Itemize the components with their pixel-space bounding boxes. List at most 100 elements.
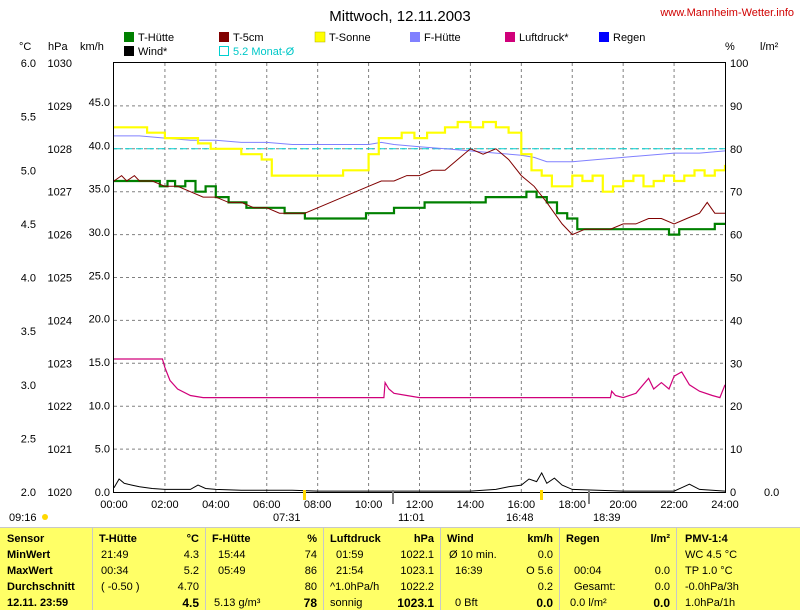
legend-label-t-5cm: T-5cm <box>233 32 264 44</box>
series-line-f-h-tte <box>114 135 726 163</box>
pmv-trend-3h: -0.0hPa/3h <box>685 581 739 593</box>
tick-label-temp: 2.5 <box>21 433 36 445</box>
marker-1648-label: 16:48 <box>506 512 534 524</box>
tick-label-time: 12:00 <box>406 499 434 511</box>
stats-col-wind: Wind km/h Ø 10 min. 0.0 16:39 O 5.6 0.2 0 B… <box>440 528 559 610</box>
tick-label-hpa: 1028 <box>48 144 72 156</box>
regen-unit: l/m² <box>650 533 670 545</box>
tick-label-hpa: 1022 <box>48 401 72 413</box>
tick-label-kmh: 15.0 <box>89 357 110 369</box>
tick-label-time: 24:00 <box>711 499 739 511</box>
legend-label-luftdruck: Luftdruck* <box>519 32 569 44</box>
regen-current-value: 0.0 <box>653 596 670 610</box>
wind-avg-value: 0.2 <box>537 581 553 593</box>
legend-label-wind: Wind* <box>138 46 168 58</box>
wind-beaufort: 0 Bft <box>455 597 478 609</box>
t-huette-max-value: 5.2 <box>183 565 199 577</box>
stats-header-sensor: Sensor <box>7 533 45 545</box>
tick-label-pct: 70 <box>730 187 742 199</box>
unit-percent: % <box>725 41 735 53</box>
tick-label-time: 14:00 <box>457 499 485 511</box>
tick-label-hpa: 1025 <box>48 273 72 285</box>
stats-col-f-huette: F-Hütte% 15:44 74 05:49 86 80 5.13 g/m³ 78 <box>205 528 323 610</box>
f-huette-unit: % <box>307 533 317 545</box>
f-huette-max-value: 86 <box>304 565 317 577</box>
tick-label-pct: 30 <box>730 358 742 370</box>
legend-swatch-t-5cm <box>219 32 229 42</box>
stats-col-sensor: Sensor MinWert MaxWert Durchschnitt 12.1… <box>0 528 92 610</box>
luftdruck-header: Luftdruck <box>330 533 381 545</box>
marker-0731-label: 07:31 <box>273 512 301 524</box>
tick-label-time: 04:00 <box>202 499 230 511</box>
luftdruck-trend: ^1.0hPa/h <box>330 581 380 593</box>
tick-label-time: 20:00 <box>609 499 637 511</box>
tick-label-pct: 40 <box>730 315 742 327</box>
tick-label-hpa: 1027 <box>48 187 72 199</box>
tick-label-hpa: 1024 <box>48 315 72 327</box>
site-link[interactable]: www.Mannheim-Wetter.info <box>659 7 794 19</box>
marker-bar-1648 <box>540 490 543 500</box>
luftdruck-min-time: 01:59 <box>336 549 364 561</box>
tick-label-pct: 50 <box>730 273 742 285</box>
luftdruck-unit: hPa <box>413 533 434 545</box>
tick-labels: 6.05.55.04.54.03.53.02.52.01030102910281… <box>21 58 780 511</box>
tick-label-pct: 20 <box>730 401 742 413</box>
row-label-min: MinWert <box>7 549 51 561</box>
luftdruck-avg-value: 1022.2 <box>400 581 434 593</box>
series-line-t-sonne <box>114 120 727 193</box>
tick-label-temp: 5.5 <box>21 112 36 124</box>
tick-label-pct: 100 <box>730 58 748 70</box>
legend: T-Hütte T-5cm T-Sonne F-Hütte Luftdruck*… <box>124 31 645 58</box>
stats-col-t-huette: T-Hütte °C 21:49 4.3 00:34 5.2 ( -0.50 ) 4.7… <box>92 528 205 610</box>
tick-label-hpa: 1021 <box>48 444 72 456</box>
tick-label-hpa: 1020 <box>48 487 72 499</box>
stats-col-regen: Regen l/m² 00:04 0.0 Gesamt: 0.0 0.0 l/m² 0.… <box>559 528 676 610</box>
tick-label-kmh: 0.0 <box>95 487 110 499</box>
sun-icon <box>42 514 48 520</box>
tick-label-hpa: 1030 <box>48 58 72 70</box>
unit-kmh: km/h <box>80 41 104 53</box>
pmv-windchill: WC 4.5 °C <box>685 549 738 561</box>
legend-label-t-sonne: T-Sonne <box>329 32 371 44</box>
regen-total-label: Gesamt: <box>574 581 616 593</box>
tick-label-pct: 60 <box>730 230 742 242</box>
tick-label-kmh: 45.0 <box>89 97 110 109</box>
t-huette-header: T-Hütte <box>99 533 137 545</box>
t-huette-avg-note: ( -0.50 ) <box>101 581 140 593</box>
legend-swatch-f-huette <box>410 32 420 42</box>
tick-label-hpa: 1029 <box>48 101 72 113</box>
tick-label-pct: 0 <box>730 487 736 499</box>
t-huette-avg-value: 4.70 <box>177 581 199 593</box>
tick-label-temp: 3.5 <box>21 326 36 338</box>
tick-label-temp: 5.0 <box>21 165 36 177</box>
tick-label-temp: 6.0 <box>21 58 36 70</box>
wind-max-value: O 5.6 <box>526 565 553 577</box>
tick-label-kmh: 20.0 <box>89 314 110 326</box>
tick-label-temp: 4.0 <box>21 273 36 285</box>
series-layer <box>113 120 727 492</box>
tick-label-kmh: 35.0 <box>89 184 110 196</box>
marker-bar-1101 <box>392 490 394 504</box>
tick-label-time: 02:00 <box>151 499 179 511</box>
tick-label-kmh: 30.0 <box>89 227 110 239</box>
wind-current-value: 0.0 <box>536 596 553 610</box>
luftdruck-min-value: 1022.1 <box>400 549 434 561</box>
legend-label-t-huette: T-Hütte <box>138 32 174 44</box>
t-huette-unit: °C <box>186 533 199 545</box>
marker-bar-1839 <box>588 490 590 504</box>
tick-label-hpa: 1023 <box>48 358 72 370</box>
legend-swatch-monat <box>219 46 229 56</box>
wind-avg10-value: 0.0 <box>537 549 553 561</box>
series-line-t-5cm <box>113 148 725 236</box>
pmv-dewpoint: TP 1.0 °C <box>685 565 733 577</box>
row-label-current: 12.11. 23:59 <box>7 597 69 609</box>
tick-label-kmh: 5.0 <box>95 444 110 456</box>
tick-label-kmh: 10.0 <box>89 400 110 412</box>
unit-celsius: °C <box>19 41 31 53</box>
time-markers: 09:16 07:31 11:01 16:48 18:39 <box>9 490 621 524</box>
tick-label-kmh: 40.0 <box>89 140 110 152</box>
regen-time: 00:04 <box>574 565 602 577</box>
marker-1101-label: 11:01 <box>398 512 425 524</box>
tick-label-time: 22:00 <box>660 499 688 511</box>
stats-col-luftdruck: Luftdruck hPa 01:59 1022.1 21:54 1023.1 ^1.… <box>323 528 440 610</box>
